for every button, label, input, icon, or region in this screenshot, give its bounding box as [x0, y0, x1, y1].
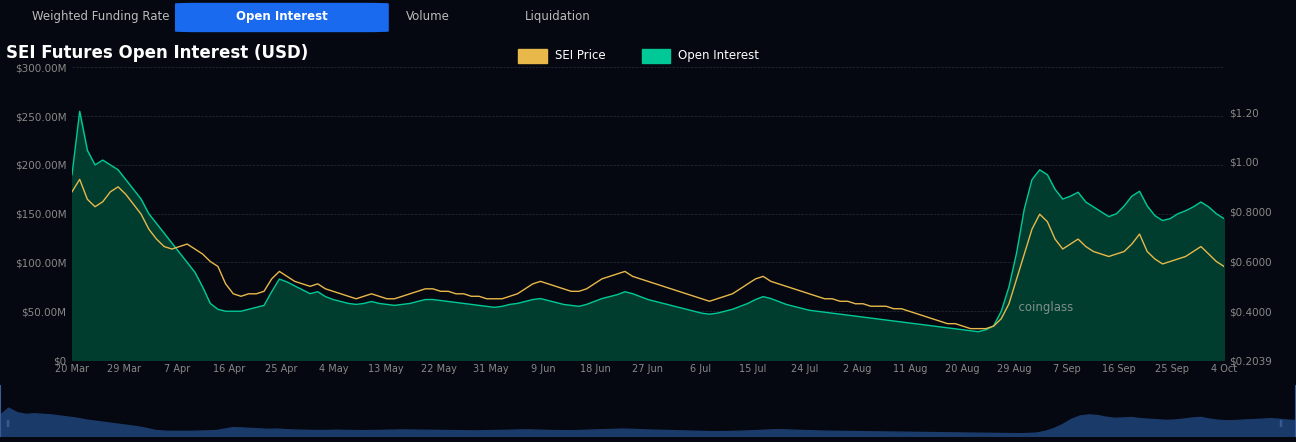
Bar: [642, 49, 670, 63]
FancyBboxPatch shape: [175, 3, 389, 32]
Text: coinglass: coinglass: [1011, 301, 1073, 314]
Text: II: II: [1278, 420, 1283, 429]
Text: Open Interest: Open Interest: [236, 10, 328, 23]
Text: Volume: Volume: [406, 10, 450, 23]
Text: II: II: [5, 420, 10, 429]
Text: SEI Futures Open Interest (USD): SEI Futures Open Interest (USD): [6, 44, 308, 61]
Bar: [518, 49, 547, 63]
Text: Weighted Funding Rate: Weighted Funding Rate: [31, 10, 170, 23]
Text: SEI Price: SEI Price: [555, 49, 605, 62]
Text: Open Interest: Open Interest: [678, 49, 758, 62]
Text: Liquidation: Liquidation: [525, 10, 590, 23]
